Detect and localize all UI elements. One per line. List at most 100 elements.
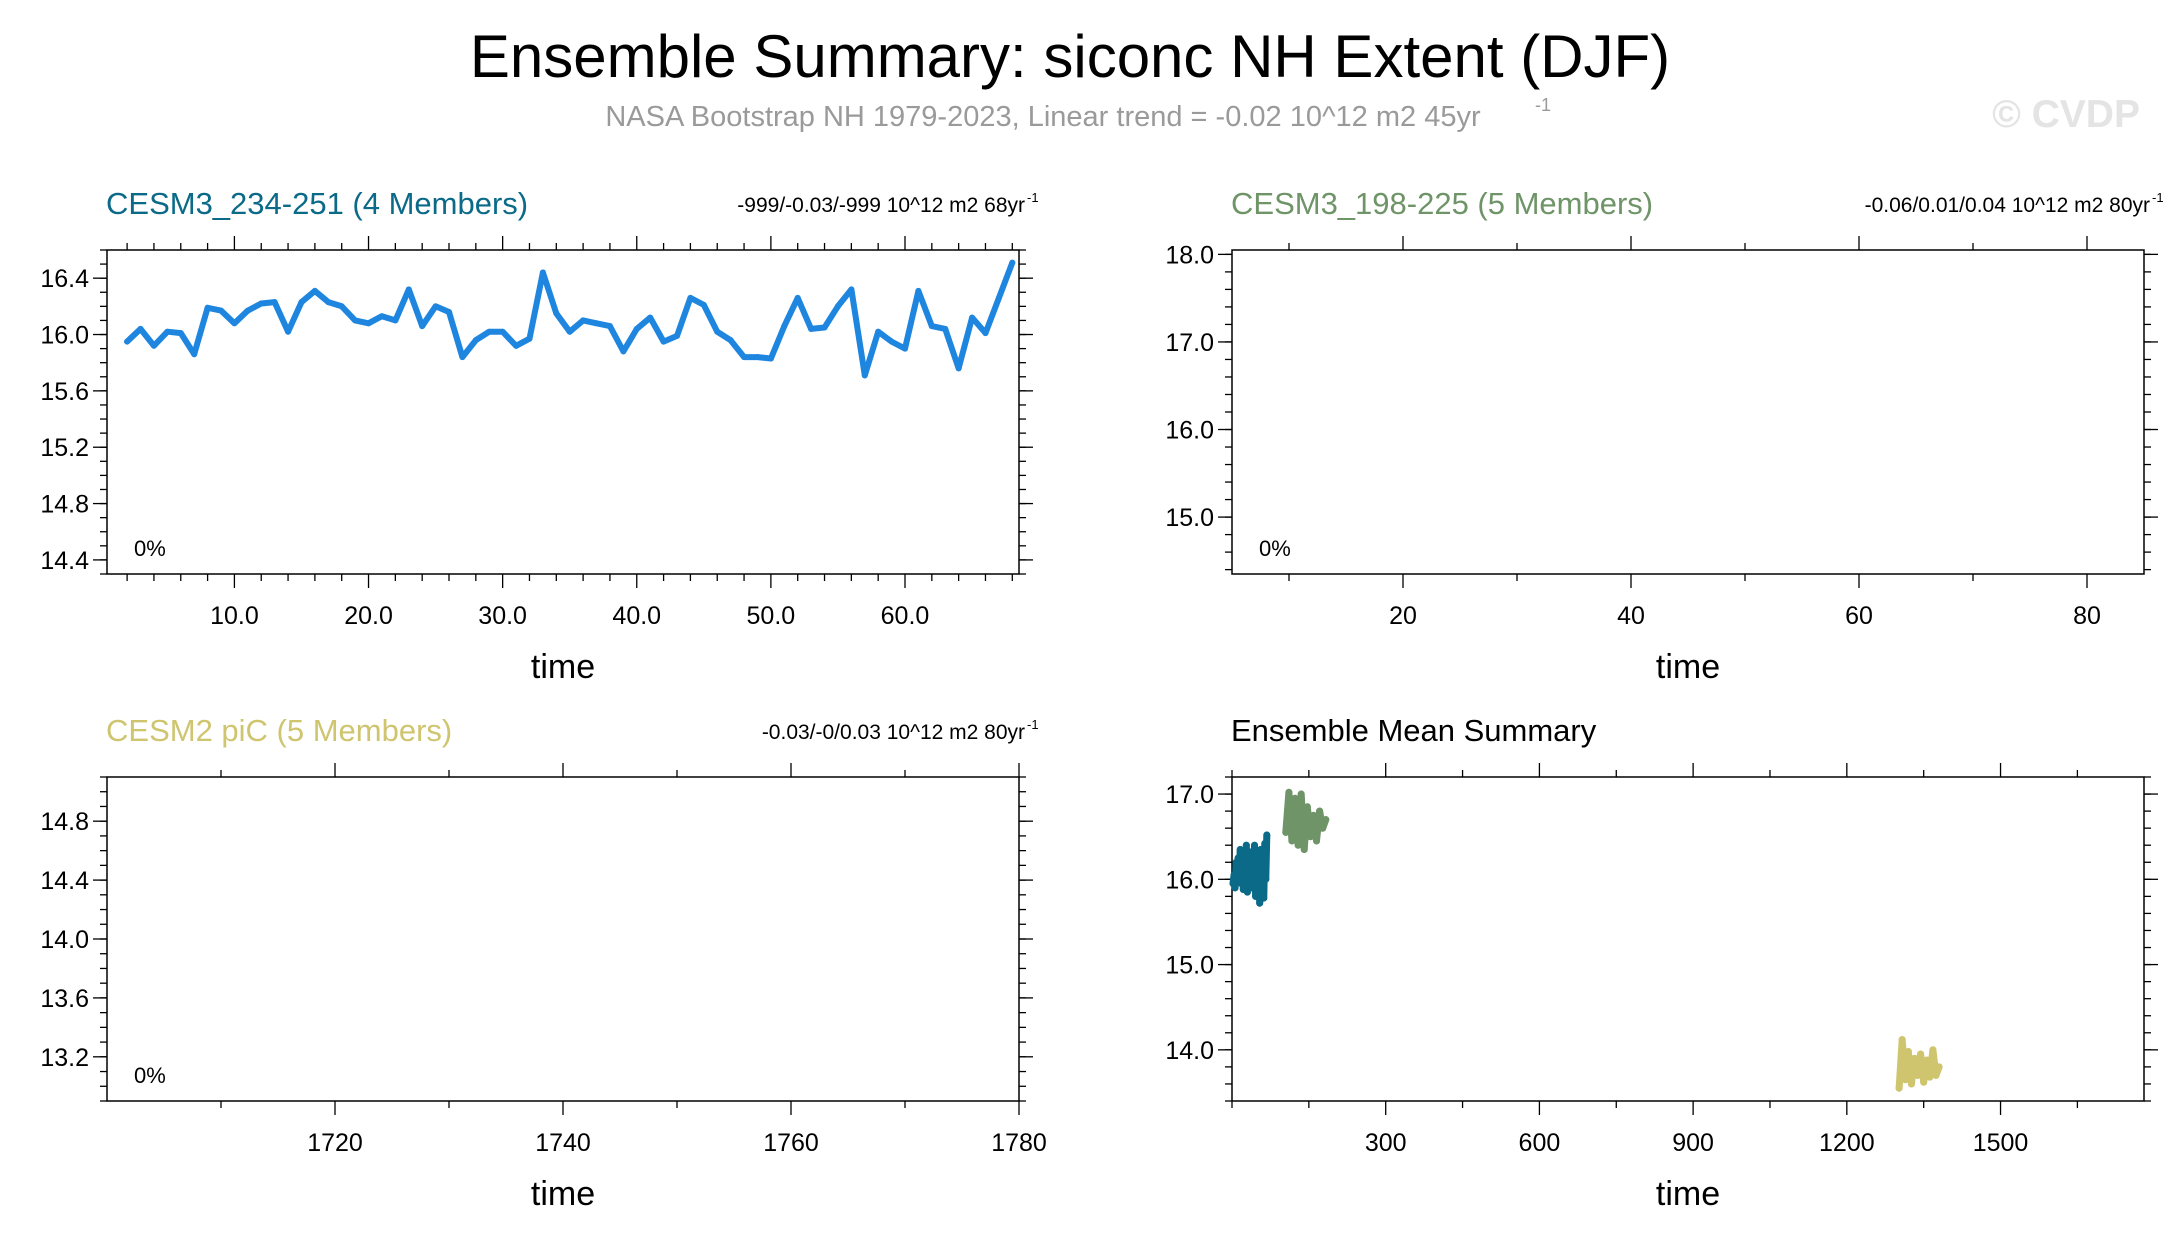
data-point [1917,1050,1925,1058]
data-point [767,355,774,362]
data-point [808,325,815,332]
trend-stats-superscript: -1 [1027,717,1039,732]
x-tick-label: 20.0 [344,602,393,630]
data-point [164,328,171,335]
data-point [150,342,157,349]
y-tick-label: 15.6 [40,378,89,406]
plot-frame [1231,776,2145,1102]
x-tick-label: 1500 [1973,1129,2029,1157]
axis-ticks [93,763,1033,1115]
data-point [298,299,305,306]
x-tick-label: 300 [1365,1129,1407,1157]
data-point [526,335,533,342]
data-point [1313,837,1321,845]
y-tick-label: 17.0 [1165,329,1214,357]
data-point [741,354,748,361]
y-tick-label: 13.6 [40,985,89,1013]
figure-subtitle-superscript: -1 [1535,95,1551,115]
data-point [419,323,426,330]
cvdp-watermark: © CVDP [1992,93,2140,136]
x-tick-label: 1720 [307,1129,363,1157]
data-point [1262,875,1270,883]
data-point [1898,1036,1906,1044]
data-point [285,328,292,335]
trend-stats: -0.06/0.01/0.04 10^12 m2 80yr [1865,194,2150,217]
y-tick-label: 18.0 [1165,241,1214,269]
x-axis-label: time [1656,648,1720,686]
data-point [1935,1063,1943,1071]
trend-stats: -0.03/-0/0.03 10^12 m2 80yr [762,721,1025,744]
data-point [606,323,613,330]
y-tick-label: 17.0 [1165,781,1214,809]
data-point [177,330,184,337]
data-point [446,308,452,315]
data-point [794,294,801,301]
x-tick-label: 600 [1519,1129,1561,1157]
x-axis-label: time [531,1175,595,1213]
data-point [325,299,332,306]
panel-ensemble-mean-summary: 14.0 15.0 16.0 17.0 300 600 900 1200 1500 time Ens… [1165,713,2158,1213]
data-point [1920,1078,1928,1086]
data-point [499,328,506,335]
data-point [553,310,560,317]
trend-stats-superscript: -1 [1027,190,1039,205]
data-point [834,303,841,310]
x-axis-label: time [531,648,595,686]
data-point [1252,892,1260,900]
panel-cesm2-pic: 13.2 13.6 14.0 14.4 14.8 1720 1740 1760 1780 time… [40,713,1046,1213]
data-point [1261,840,1269,848]
plot-frame [106,776,1020,1102]
plot-frame [106,249,1020,575]
x-tick-label: 80 [2073,602,2101,630]
data-point [1288,837,1296,845]
y-tick-label: 16.0 [1165,866,1214,894]
data-point [378,313,385,320]
series-points-0 [124,259,1016,379]
data-point [714,328,721,335]
data-point [539,269,546,276]
data-point [1263,831,1271,839]
series-points-0 [1229,831,1271,907]
data-point [1901,1076,1909,1084]
data-point [1259,858,1267,866]
data-point [1241,882,1249,890]
data-point [1256,899,1264,907]
data-point [1309,811,1317,819]
trend-stats: -999/-0.03/-999 10^12 m2 68yr [737,194,1025,217]
data-point [1238,850,1246,858]
y-tick-label: 16.0 [40,322,89,350]
data-point [1251,841,1259,849]
data-point [1282,828,1290,836]
data-point [955,365,962,372]
data-point [1260,894,1268,902]
data-point [620,348,627,355]
data-point [1254,880,1262,888]
panel-title: CESM3_234-251 (4 Members) [106,186,528,221]
percent-annotation: 0% [134,1063,166,1088]
x-tick-label: 1760 [763,1129,819,1157]
data-point [244,307,251,314]
panel-cesm3-198-225: 15.0 16.0 17.0 18.0 20 40 60 80 time CESM3_198-22… [1165,186,2163,686]
y-tick-label: 16.4 [40,265,89,293]
data-point [271,299,278,306]
data-point [902,345,908,352]
panel-title: CESM2 piC (5 Members) [106,713,452,748]
y-tick-label: 14.0 [1165,1037,1214,1065]
data-point [405,286,412,293]
data-point [311,287,318,294]
panel-title: Ensemble Mean Summary [1231,713,1597,748]
data-point [969,314,976,321]
data-point [1910,1054,1918,1062]
x-tick-label: 1200 [1819,1129,1875,1157]
data-point [392,317,399,324]
data-point [1231,884,1239,892]
y-tick-label: 15.0 [1165,952,1214,980]
data-point [1926,1073,1934,1081]
axis-ticks [1218,763,2158,1115]
data-point [137,325,144,332]
x-tick-label: 40.0 [612,602,661,630]
data-point [942,325,949,332]
data-point [1242,841,1250,849]
data-point [928,323,935,330]
